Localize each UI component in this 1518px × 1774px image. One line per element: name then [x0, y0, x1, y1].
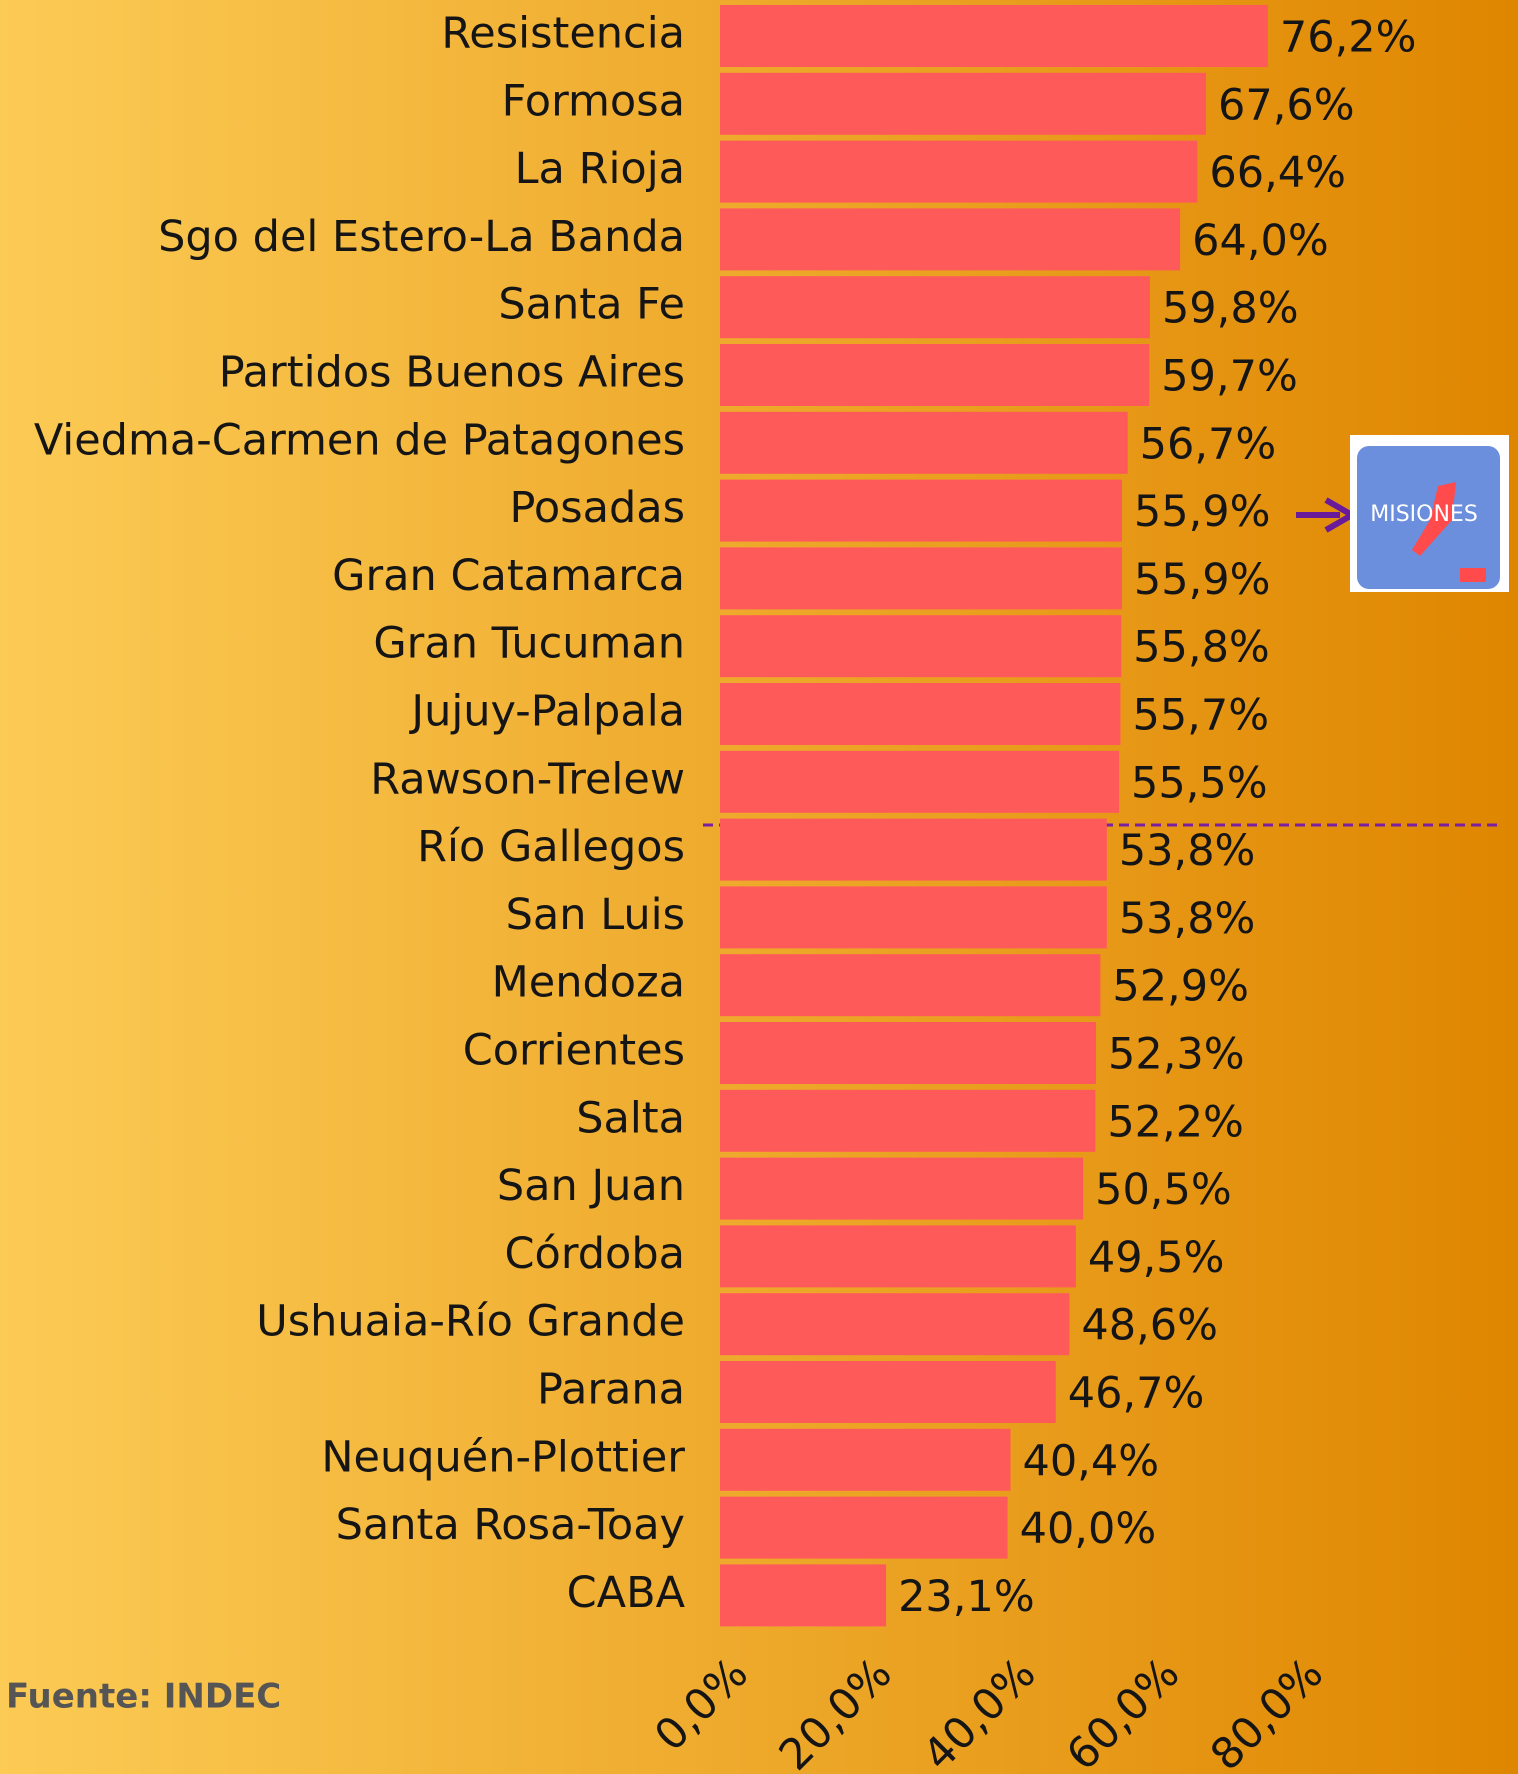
category-label: Ushuaia-Río Grande: [256, 1297, 685, 1347]
bar: [720, 683, 1121, 745]
category-label: Santa Rosa-Toay: [336, 1500, 685, 1550]
source: Fuente: INDEC: [6, 1677, 281, 1717]
bar: [720, 615, 1122, 678]
category-label: Río Gallegos: [417, 822, 685, 872]
bar: [720, 954, 1101, 1017]
value-label: 52,9%: [1112, 962, 1249, 1012]
category-label: San Luis: [506, 890, 685, 940]
category-label: Corrientes: [463, 1026, 685, 1076]
value-label: 23,1%: [898, 1572, 1035, 1622]
bar: [720, 1157, 1084, 1220]
category-label: Mendoza: [492, 958, 685, 1008]
bar: [720, 344, 1150, 406]
bar: [720, 1089, 1096, 1152]
category-label: Neuquén-Plottier: [321, 1432, 685, 1482]
value-label: 52,2%: [1107, 1097, 1244, 1147]
value-label: 49,5%: [1088, 1233, 1225, 1283]
bar: [720, 818, 1107, 881]
category-label: Sgo del Estero-La Banda: [158, 212, 685, 262]
category-label: Partidos Buenos Aires: [219, 348, 685, 398]
bar: [720, 1361, 1056, 1423]
category-label: Gran Catamarca: [332, 551, 685, 601]
value-label: 64,0%: [1192, 216, 1329, 266]
value-label: 55,8%: [1133, 623, 1270, 673]
bar: [720, 547, 1122, 610]
value-label: 66,4%: [1209, 148, 1346, 198]
value-label: 59,7%: [1161, 352, 1298, 402]
bar: [720, 1564, 887, 1627]
value-label: 55,9%: [1134, 487, 1271, 537]
logo-badge: [1460, 568, 1486, 582]
category-label: CABA: [567, 1568, 686, 1618]
category-label: Viedma-Carmen de Patagones: [34, 415, 685, 465]
value-label: 55,9%: [1134, 555, 1271, 605]
bar: [720, 411, 1128, 474]
value-label: 40,0%: [1020, 1504, 1157, 1554]
value-label: 46,7%: [1068, 1369, 1205, 1419]
value-label: 50,5%: [1095, 1165, 1232, 1215]
category-label: Jujuy-Palpala: [408, 687, 685, 737]
value-label: 76,2%: [1280, 13, 1417, 63]
category-label: Posadas: [509, 483, 685, 533]
bar: [720, 5, 1268, 67]
bar: [720, 750, 1120, 813]
bar: [720, 1225, 1076, 1288]
category-label: Rawson-Trelew: [370, 754, 685, 804]
category-label: Formosa: [502, 76, 685, 126]
bar: [720, 886, 1107, 949]
category-label: La Rioja: [515, 144, 685, 194]
category-label: Salta: [576, 1093, 685, 1143]
logo-text: MISIONES: [1370, 502, 1478, 527]
value-label: 56,7%: [1140, 419, 1277, 469]
category-label: Córdoba: [504, 1229, 685, 1279]
value-label: 55,5%: [1131, 758, 1268, 808]
value-label: 53,8%: [1119, 826, 1256, 876]
bar: [720, 479, 1122, 542]
bar: [720, 72, 1207, 135]
bar: [720, 208, 1181, 271]
value-label: 52,3%: [1108, 1030, 1245, 1080]
bar: [720, 1496, 1008, 1559]
bar: [720, 140, 1198, 203]
value-label: 67,6%: [1218, 80, 1355, 130]
category-label: Gran Tucuman: [373, 619, 685, 669]
bar: [720, 1428, 1011, 1491]
category-label: Santa Fe: [498, 280, 685, 330]
category-label: Parana: [537, 1365, 685, 1415]
logo-box: [1357, 446, 1500, 589]
bar: [720, 1022, 1097, 1084]
value-label: 59,8%: [1162, 284, 1299, 334]
value-label: 53,8%: [1119, 894, 1256, 944]
value-label: 48,6%: [1081, 1301, 1218, 1351]
value-label: 55,7%: [1132, 691, 1269, 741]
bar: [720, 1293, 1070, 1356]
category-label: Resistencia: [441, 9, 685, 59]
bar: [720, 276, 1150, 339]
value-label: 40,4%: [1022, 1436, 1159, 1486]
logo-shape: [1412, 482, 1456, 556]
category-label: San Juan: [497, 1161, 685, 1211]
